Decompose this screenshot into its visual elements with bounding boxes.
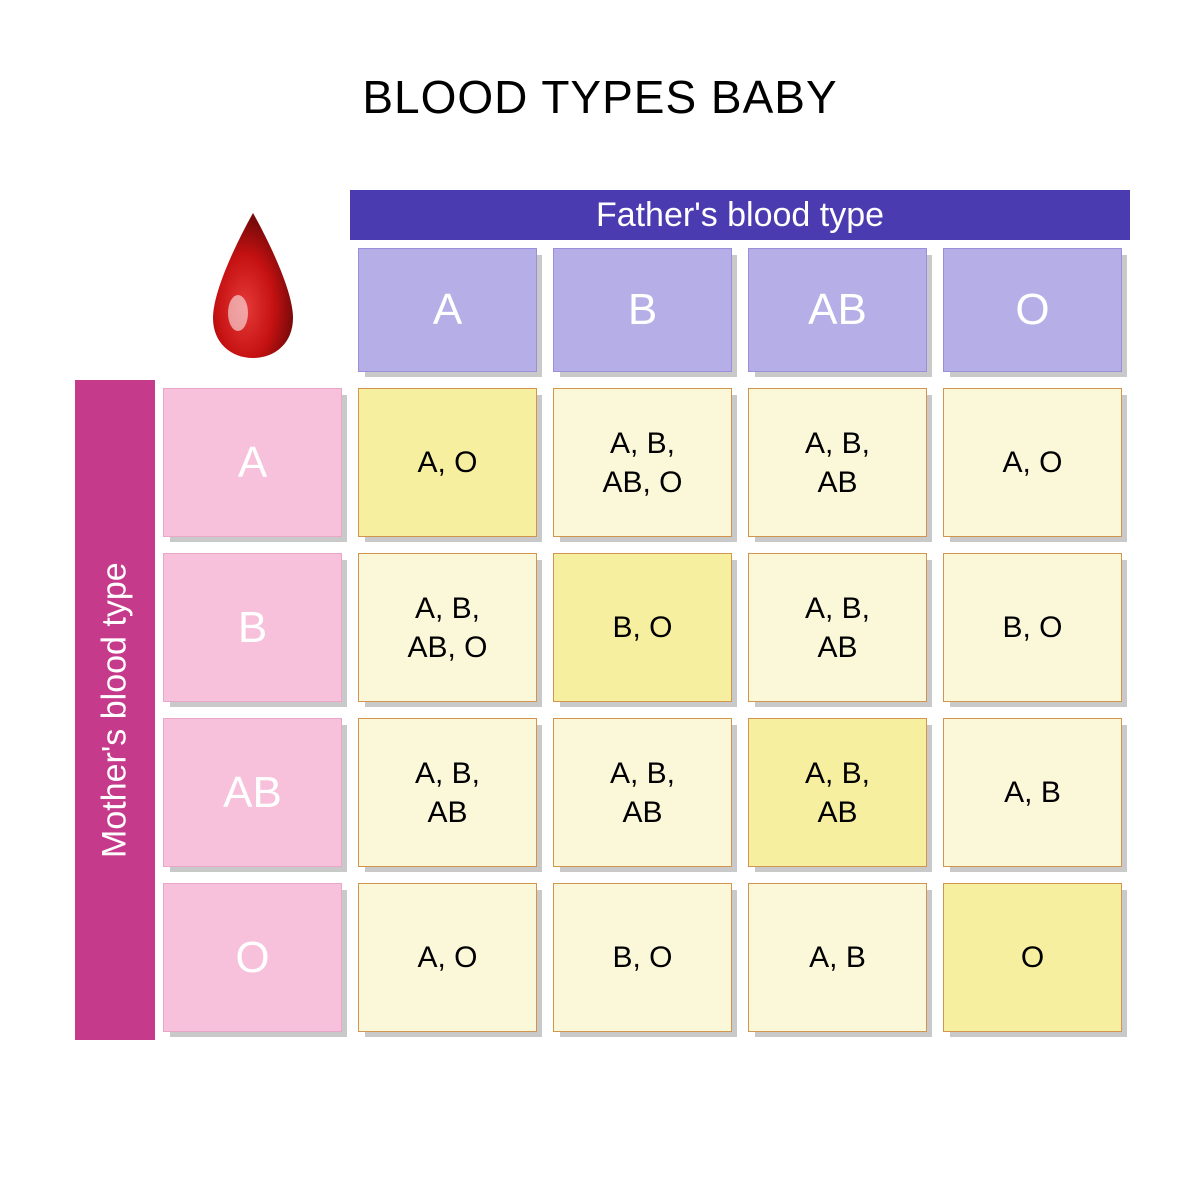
cell-0-1: A, B,AB, O <box>553 388 732 537</box>
col-head-b: B <box>553 248 732 372</box>
chart-title: BLOOD TYPES BABY <box>0 70 1200 124</box>
blood-drop-icon <box>198 208 308 363</box>
cell-0-0: A, O <box>358 388 537 537</box>
father-banner: Father's blood type <box>350 190 1130 240</box>
row-head-ab: AB <box>163 718 342 867</box>
cell-2-3: A, B <box>943 718 1122 867</box>
row-head-o: O <box>163 883 342 1032</box>
cell-3-3: O <box>943 883 1122 1032</box>
chart-grid: Father's blood type Mother's blood type … <box>75 190 1125 1040</box>
cell-3-0: A, O <box>358 883 537 1032</box>
cell-1-1: B, O <box>553 553 732 702</box>
cell-2-1: A, B,AB <box>553 718 732 867</box>
cell-2-2: A, B,AB <box>748 718 927 867</box>
col-head-ab: AB <box>748 248 927 372</box>
cell-1-2: A, B,AB <box>748 553 927 702</box>
blood-type-chart: Father's blood type Mother's blood type … <box>75 190 1125 1040</box>
cell-0-3: A, O <box>943 388 1122 537</box>
blood-drop-cell <box>155 190 350 380</box>
cell-2-0: A, B,AB <box>358 718 537 867</box>
row-head-a: A <box>163 388 342 537</box>
cell-1-0: A, B,AB, O <box>358 553 537 702</box>
cell-1-3: B, O <box>943 553 1122 702</box>
row-head-b: B <box>163 553 342 702</box>
col-head-a: A <box>358 248 537 372</box>
cell-3-2: A, B <box>748 883 927 1032</box>
cell-0-2: A, B,AB <box>748 388 927 537</box>
cell-3-1: B, O <box>553 883 732 1032</box>
mother-banner: Mother's blood type <box>75 380 155 1040</box>
col-head-o: O <box>943 248 1122 372</box>
